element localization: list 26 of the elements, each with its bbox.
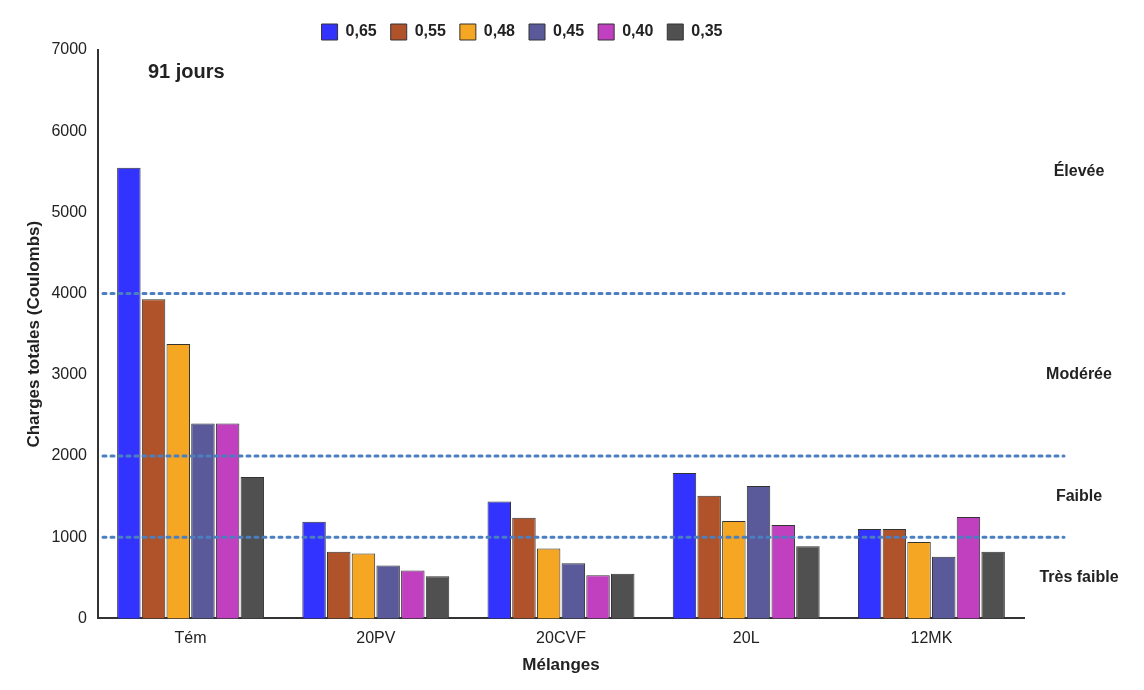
legend-label: 0,40	[622, 22, 654, 40]
x-tick-label: 20PV	[356, 629, 396, 647]
y-tick-label: 5000	[51, 202, 88, 220]
legend-label: 0,48	[483, 22, 516, 40]
annotation: Modérée	[1046, 365, 1112, 383]
annotation: Élevée	[1053, 161, 1105, 180]
y-tick-label: 7000	[51, 40, 88, 58]
x-tick-label: 12MK	[910, 629, 953, 647]
x-tick-label: Tém	[174, 629, 207, 647]
text: 91 jours	[147, 59, 225, 82]
y-tick-label: 4000	[51, 284, 88, 302]
y-tick-label: 6000	[51, 121, 88, 139]
x-axis-title: Mélanges	[522, 655, 600, 675]
annotation: Faible	[1055, 487, 1103, 505]
legend-label: 0,55	[414, 22, 446, 40]
y-axis-title: Charges totales (Coulombs)	[23, 220, 43, 448]
y-tick-label: 1000	[51, 527, 88, 545]
legend-label: 0,65	[345, 22, 377, 40]
legend-label: 0,35	[691, 22, 723, 40]
legend-label: 0,45	[553, 22, 585, 40]
y-tick-label: 0	[78, 608, 88, 626]
y-tick-label: 2000	[51, 446, 88, 464]
y-tick-label: 3000	[51, 365, 88, 383]
x-tick-label: 20L	[732, 629, 760, 647]
x-tick-label: 20CVF	[536, 629, 587, 647]
annotation: Très faible	[1039, 568, 1119, 586]
